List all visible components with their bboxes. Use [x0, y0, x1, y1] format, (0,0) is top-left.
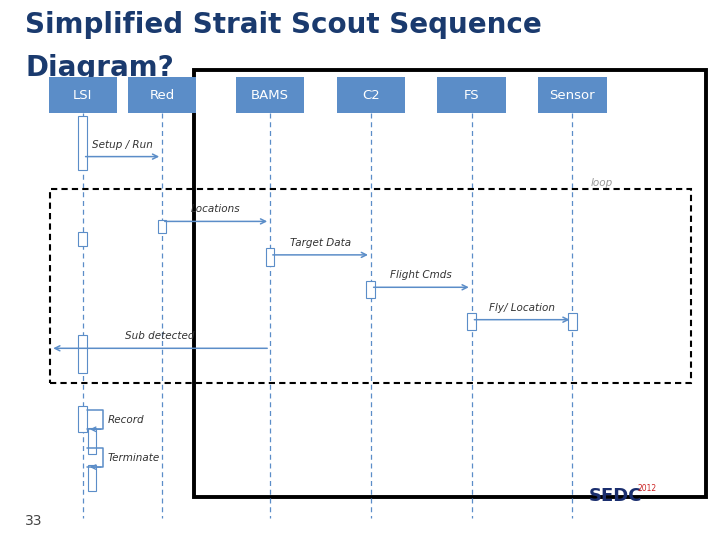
- Text: 2012: 2012: [637, 484, 657, 493]
- Bar: [78, 116, 87, 170]
- Bar: [467, 313, 476, 330]
- Bar: [539, 77, 606, 113]
- Text: Simplified Strait Scout Sequence: Simplified Strait Scout Sequence: [25, 11, 542, 39]
- Text: C2: C2: [362, 89, 379, 102]
- Text: 33: 33: [25, 514, 42, 528]
- Bar: [438, 77, 505, 113]
- Text: Terminate: Terminate: [107, 453, 160, 463]
- Bar: [88, 465, 96, 491]
- Text: Target Data: Target Data: [290, 238, 351, 248]
- Bar: [158, 220, 166, 233]
- Text: Locations: Locations: [192, 204, 240, 214]
- Bar: [78, 406, 87, 432]
- Text: Sensor: Sensor: [549, 89, 595, 102]
- Text: Fly/ Location: Fly/ Location: [489, 302, 555, 313]
- Bar: [50, 189, 691, 383]
- Text: Flight Cmds: Flight Cmds: [390, 270, 452, 280]
- Text: Setup / Run: Setup / Run: [92, 139, 153, 150]
- Bar: [236, 77, 304, 113]
- Bar: [49, 77, 117, 113]
- Bar: [128, 77, 196, 113]
- Text: Diagram?: Diagram?: [25, 54, 174, 82]
- Text: loop: loop: [590, 178, 613, 188]
- Text: LSI: LSI: [73, 89, 92, 102]
- Bar: [88, 428, 96, 454]
- Bar: [78, 335, 87, 373]
- Bar: [366, 281, 375, 298]
- Text: BAMS: BAMS: [251, 89, 289, 102]
- Bar: [337, 77, 405, 113]
- Bar: [266, 248, 274, 266]
- Text: Sub detected: Sub detected: [125, 331, 195, 341]
- Text: FS: FS: [464, 89, 480, 102]
- Bar: [78, 232, 87, 246]
- Bar: [568, 313, 577, 330]
- Text: SEDC: SEDC: [589, 487, 642, 505]
- Text: Red: Red: [149, 89, 175, 102]
- Text: Record: Record: [107, 415, 144, 425]
- Bar: [194, 70, 706, 497]
